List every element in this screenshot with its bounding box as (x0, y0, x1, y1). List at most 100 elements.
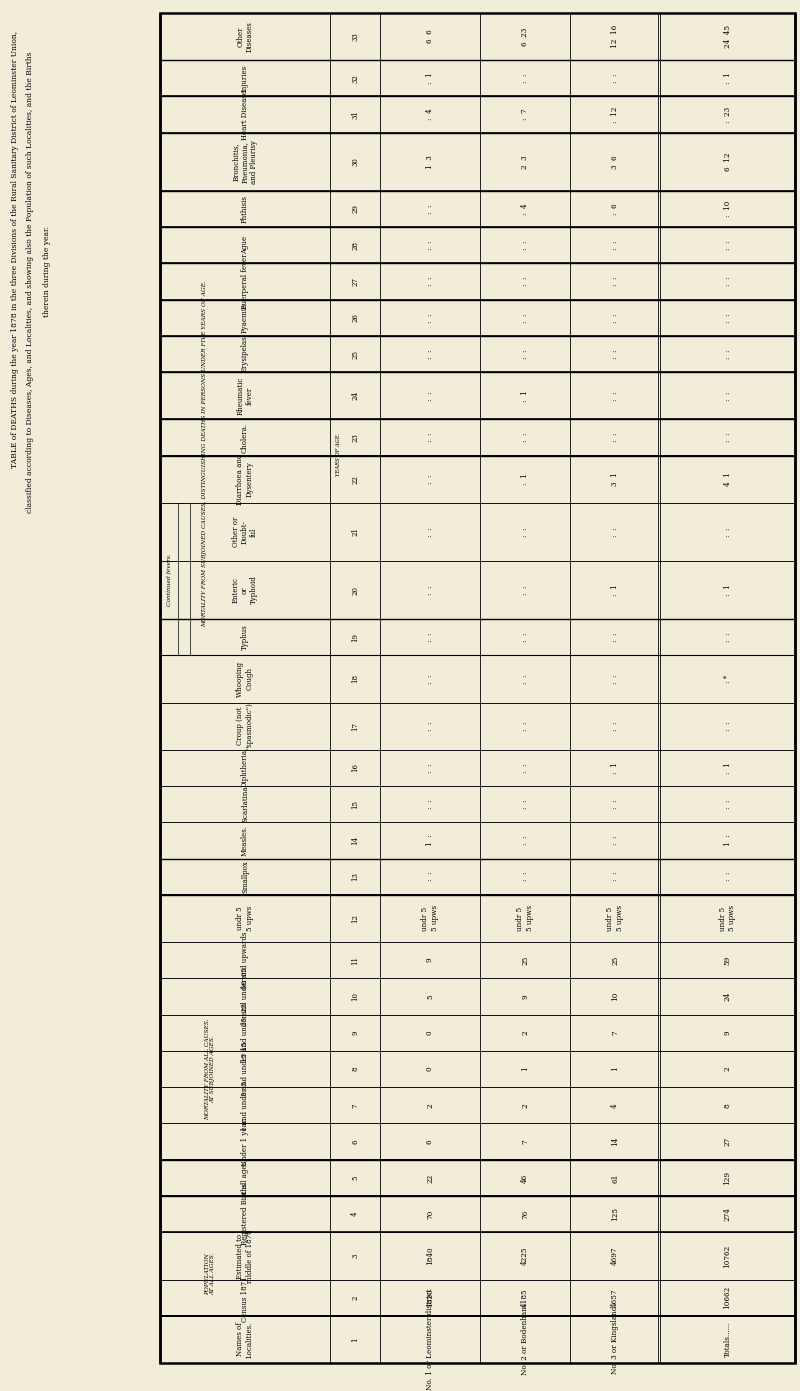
Text: 28: 28 (351, 241, 359, 250)
Text: 20: 20 (351, 586, 359, 594)
Text: :  :: : : (611, 349, 619, 359)
Text: 8: 8 (723, 1103, 731, 1107)
Text: Erysipelas: Erysipelas (241, 335, 249, 373)
Text: 16: 16 (351, 764, 359, 772)
Text: Injuries: Injuries (241, 65, 249, 92)
Text: 0: 0 (426, 1031, 434, 1035)
Text: :  :: : : (521, 764, 529, 772)
Text: 10: 10 (611, 992, 619, 1002)
Text: Smallpox: Smallpox (241, 860, 249, 893)
Text: 9: 9 (723, 1031, 731, 1035)
Text: 1  :: 1 : (723, 835, 731, 846)
Text: At all ages,: At all ages, (241, 1159, 249, 1198)
Text: :  :: : : (611, 433, 619, 442)
Text: 9: 9 (521, 995, 529, 999)
Text: 6  12: 6 12 (723, 153, 731, 171)
Text: :  :: : : (521, 433, 529, 442)
Text: 15: 15 (351, 800, 359, 808)
Text: :  :: : : (611, 313, 619, 323)
Text: Ague: Ague (241, 236, 249, 255)
Text: :  :: : : (723, 433, 731, 442)
Text: :  10: : 10 (723, 200, 731, 217)
Text: :  12: : 12 (611, 107, 619, 122)
Text: MORTALITY FROM ALL CAUSES,
AT SUBJOINED AGES.: MORTALITY FROM ALL CAUSES, AT SUBJOINED … (205, 1018, 215, 1120)
Text: :  :: : : (723, 391, 731, 401)
Text: :  :: : : (521, 872, 529, 882)
Text: Croup (not
"spasmodic"): Croup (not "spasmodic") (237, 702, 254, 750)
Text: :  1: : 1 (611, 584, 619, 595)
Text: Continued fevers.: Continued fevers. (167, 552, 173, 605)
Text: 4  1: 4 1 (723, 473, 731, 487)
Text: 4697: 4697 (611, 1246, 619, 1266)
Text: 6  6: 6 6 (426, 29, 434, 43)
Text: :  :: : : (723, 527, 731, 537)
Text: :  :: : : (521, 74, 529, 83)
Text: :  :: : : (723, 349, 731, 359)
Text: :  :: : : (426, 241, 434, 250)
Text: undr 5
5 upws: undr 5 5 upws (517, 906, 534, 932)
Text: 3  6: 3 6 (611, 154, 619, 168)
Text: 3: 3 (351, 1253, 359, 1257)
Text: :  1: : 1 (521, 389, 529, 402)
Text: :  23: : 23 (723, 107, 731, 122)
Text: :  :: : : (611, 391, 619, 401)
Text: 13: 13 (351, 872, 359, 881)
Text: :  :: : : (426, 474, 434, 484)
Text: 1: 1 (351, 1337, 359, 1342)
Text: 25 and under 65: 25 and under 65 (241, 967, 249, 1027)
Text: 3  1: 3 1 (611, 473, 619, 487)
Text: Under 1 year.: Under 1 year. (241, 1117, 249, 1166)
Text: Diphtheria: Diphtheria (241, 748, 249, 787)
Text: :  1: : 1 (723, 72, 731, 85)
Text: :  4: : 4 (521, 203, 529, 214)
Text: 17: 17 (351, 722, 359, 730)
Text: :  :: : : (521, 633, 529, 641)
Text: Totals......: Totals...... (723, 1321, 731, 1358)
Text: :  :: : : (426, 527, 434, 537)
Text: MORTALITY FROM SUBJOINED CAUSES, DISTINGUISHING DEATHS IN PERSONS UNDER FIVE YEA: MORTALITY FROM SUBJOINED CAUSES, DISTING… (202, 281, 207, 627)
Text: :  1: : 1 (723, 584, 731, 595)
Text: 4225: 4225 (521, 1246, 529, 1266)
Text: 6  23: 6 23 (521, 28, 529, 46)
Text: :  :: : : (426, 204, 434, 214)
Text: undr 5
5 upws: undr 5 5 upws (719, 906, 736, 932)
Text: 1840: 1840 (426, 1246, 434, 1266)
Text: 4185: 4185 (521, 1288, 529, 1308)
Text: 2: 2 (351, 1295, 359, 1301)
Text: :  :: : : (521, 313, 529, 323)
Text: :  :: : : (611, 527, 619, 537)
Text: :  1: : 1 (611, 762, 619, 773)
Text: 25: 25 (351, 349, 359, 359)
Text: 61: 61 (611, 1173, 619, 1182)
Text: No. 3 or Kingsland: No. 3 or Kingsland (611, 1305, 619, 1373)
Text: :  :: : : (723, 633, 731, 641)
Text: 29: 29 (351, 204, 359, 213)
Text: :  :: : : (723, 277, 731, 287)
Text: 1: 1 (611, 1067, 619, 1071)
Text: :  :: : : (611, 277, 619, 287)
Text: 1  :: 1 : (426, 835, 434, 846)
Text: :  :: : : (521, 277, 529, 287)
Text: :  :: : : (426, 277, 434, 287)
Text: 2: 2 (521, 1103, 529, 1107)
Text: No. 1 or Leominster district: No. 1 or Leominster district (426, 1288, 434, 1390)
Text: 60 and upwards: 60 and upwards (241, 932, 249, 989)
Bar (160, 13, 795, 1363)
Text: Diarrhoea and
Dysentery: Diarrhoea and Dysentery (237, 453, 254, 505)
Text: 30: 30 (351, 157, 359, 167)
Text: 10: 10 (351, 992, 359, 1002)
Text: 76: 76 (521, 1210, 529, 1219)
Text: 274: 274 (723, 1207, 731, 1221)
Text: 23: 23 (351, 433, 359, 442)
Text: 32: 32 (351, 74, 359, 82)
Text: :  6: : 6 (611, 203, 619, 214)
Text: Cholera.: Cholera. (241, 423, 249, 452)
Text: 14: 14 (351, 836, 359, 844)
Text: Registered Births: Registered Births (241, 1184, 249, 1245)
Text: 9: 9 (351, 1031, 359, 1035)
Text: 8: 8 (351, 1067, 359, 1071)
Text: undr 5
5 upws: undr 5 5 upws (237, 906, 254, 931)
Text: :  :: : : (611, 675, 619, 684)
Text: Other
Diseases: Other Diseases (237, 21, 254, 51)
Text: :  :: : : (723, 313, 731, 323)
